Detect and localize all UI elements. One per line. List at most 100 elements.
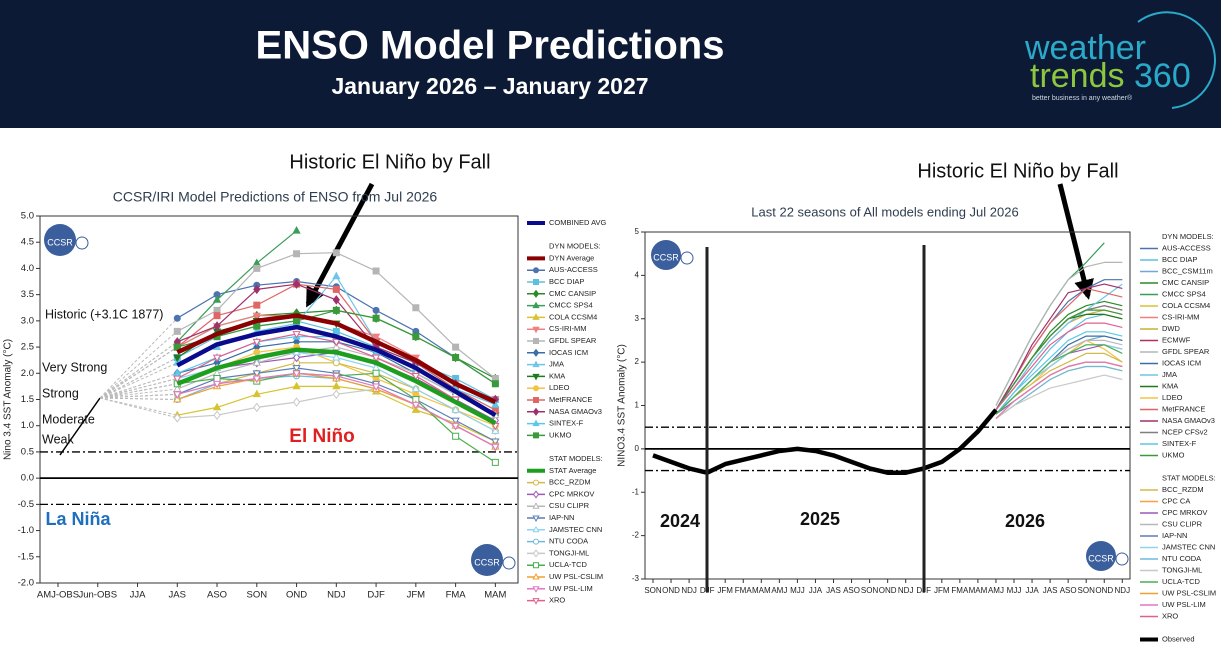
legend-header: DYN MODELS: — [1162, 232, 1214, 241]
chart: CCSR/IRI Model Predictions of ENSO from … — [3, 151, 607, 605]
legend-marker — [532, 490, 540, 499]
legend-marker — [533, 397, 539, 403]
transition-line — [99, 397, 178, 400]
legend-marker — [532, 326, 540, 334]
transition-line — [99, 378, 178, 399]
data-point — [252, 312, 261, 321]
legend-marker — [532, 586, 540, 593]
y-tick-label: 4 — [635, 270, 640, 279]
x-tick-label: JAS — [1043, 586, 1058, 595]
y-tick-label: -3 — [632, 574, 640, 583]
data-point — [371, 354, 381, 363]
data-point — [252, 258, 261, 267]
logo-arc — [1137, 11, 1216, 109]
annotation: 2025 — [800, 509, 840, 529]
legend-marker — [532, 407, 540, 416]
legend-label: CS-IRI-MM — [549, 324, 587, 333]
data-point — [252, 370, 261, 378]
data-point — [293, 250, 301, 258]
y-tick-label: -1 — [632, 487, 640, 496]
page-title: ENSO Model Predictions — [256, 24, 725, 68]
logo-text: CCSR — [653, 252, 679, 262]
data-point — [252, 338, 261, 347]
series-line — [995, 344, 1123, 415]
legend-label: AUS-ACCESS — [1162, 243, 1211, 252]
annotation: Very Strong — [42, 360, 107, 374]
y-tick-label: 0.5 — [21, 446, 34, 457]
data-point — [332, 306, 340, 314]
logo-dot — [1115, 552, 1129, 566]
legend-label: UW PSL-CSLIM — [549, 572, 603, 581]
legend-marker — [532, 549, 540, 558]
series-line — [995, 309, 1123, 411]
legend-label: CMC CANSIP — [549, 289, 596, 298]
logo-tagline: better business in any weather® — [1032, 94, 1133, 102]
data-point — [372, 314, 380, 322]
legend-marker — [533, 267, 539, 274]
legend-label: KMA — [1162, 381, 1178, 390]
transition-line — [99, 388, 178, 399]
data-point — [372, 306, 380, 314]
legend-marker — [533, 432, 539, 439]
logo-badge — [44, 224, 76, 256]
data-point — [412, 333, 420, 341]
data-point — [332, 285, 340, 293]
legend-marker — [532, 598, 540, 605]
legend-label: IOCAS ICM — [549, 348, 588, 357]
legend-label: CPC CA — [1162, 496, 1190, 505]
data-point — [332, 381, 341, 390]
series-line — [995, 322, 1123, 411]
chart-title: Last 22 seasons of All models ending Jul… — [751, 204, 1018, 219]
header-band — [0, 0, 1221, 128]
transition-line — [99, 393, 178, 399]
legend-label: LDEO — [1162, 393, 1183, 402]
legend-label: CPC MRKOV — [1162, 508, 1207, 517]
annotation: Strong — [42, 386, 79, 400]
logo-dot — [680, 251, 694, 265]
data-point — [292, 352, 301, 363]
legend-label: GFDL SPEAR — [549, 336, 597, 345]
data-point — [491, 458, 499, 466]
data-point — [452, 343, 460, 351]
data-point — [173, 354, 182, 363]
x-tick-label: MAM — [752, 586, 771, 595]
x-tick-label: JJA — [130, 590, 147, 601]
transition-line — [99, 357, 178, 399]
logo-text: CCSR — [1088, 553, 1114, 563]
legend-label: CPC MRKOV — [549, 489, 594, 498]
y-tick-label: 0 — [635, 444, 640, 453]
legend-label: BCC_RZDM — [549, 478, 591, 487]
legend-label: UKMO — [1162, 450, 1185, 459]
x-tick-label: OND — [662, 586, 680, 595]
legend-label: CMCC SPS4 — [549, 301, 593, 310]
y-tick-label: -2.0 — [18, 578, 34, 589]
transition-line — [99, 341, 178, 399]
legend-marker — [532, 572, 540, 580]
legend-label: NCEP CFSv2 — [1162, 427, 1208, 436]
y-tick-label: 2 — [635, 357, 640, 366]
x-tick-label: SON — [861, 586, 879, 595]
x-tick-label: FMA — [446, 590, 467, 601]
data-point — [173, 394, 182, 403]
data-point — [451, 405, 460, 413]
legend-label: IAP-NN — [1162, 531, 1187, 540]
y-tick-label: 3.0 — [21, 315, 34, 326]
legend-label: NTU CODA — [549, 537, 588, 546]
pointer-line — [59, 397, 101, 456]
data-point — [292, 397, 301, 407]
legend-label: BCC_RZDM — [1162, 485, 1204, 494]
x-tick-label: NDJ — [327, 590, 346, 601]
data-point — [252, 375, 261, 384]
legend-label: ECMWF — [1162, 335, 1191, 344]
annotation: La Niña — [45, 509, 111, 529]
data-point — [212, 295, 222, 303]
data-point — [332, 352, 341, 361]
y-axis-label: Nino 3.4 SST Anomaly (°C) — [3, 339, 14, 460]
data-point — [332, 389, 340, 399]
data-point — [411, 384, 420, 392]
annotation: Historic El Niño by Fall — [289, 151, 490, 173]
y-tick-label: 1 — [635, 401, 640, 410]
x-tick-label: NDJ — [1115, 586, 1131, 595]
series-line — [995, 283, 1123, 411]
series-line — [995, 374, 1123, 419]
